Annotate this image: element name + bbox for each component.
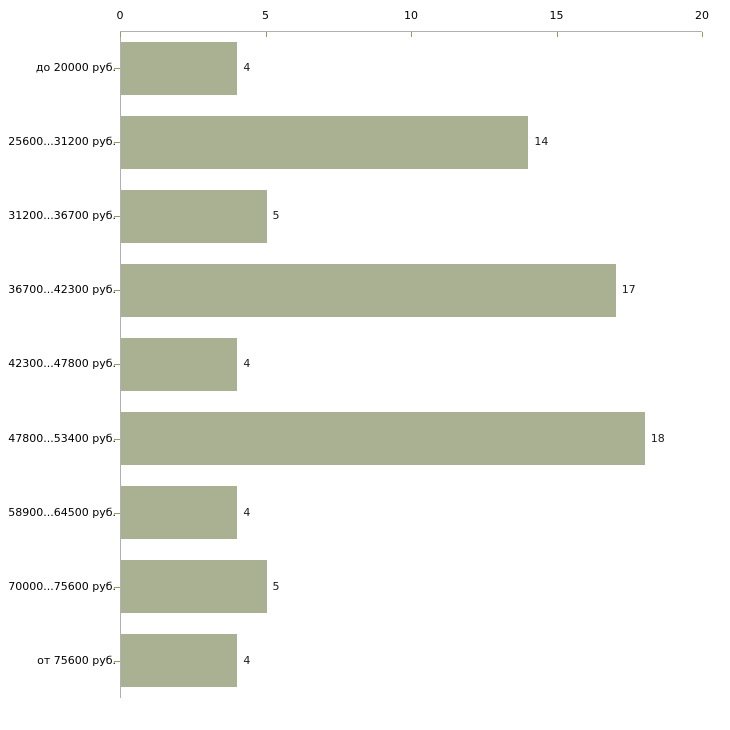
x-axis-tick-label: 5	[262, 9, 269, 22]
category-label: 70000...75600 руб.	[8, 579, 116, 593]
y-axis-tick	[114, 364, 120, 366]
y-axis-tick	[114, 586, 120, 588]
bar-value-label: 4	[243, 357, 251, 371]
bar-value-label: 4	[243, 505, 251, 519]
y-axis-tick	[114, 512, 120, 514]
category-label: 58900...64500 руб.	[8, 505, 116, 519]
category-label: до 20000 руб.	[35, 61, 116, 75]
bar-value-label: 17	[621, 283, 636, 297]
x-axis-tick-label: 10	[404, 9, 418, 22]
x-axis-tick	[556, 32, 558, 37]
bar[interactable]	[121, 337, 238, 391]
bar-value-label: 4	[243, 61, 251, 75]
bar[interactable]	[121, 560, 267, 614]
x-axis-tick-label: 15	[549, 9, 564, 22]
bar[interactable]	[121, 634, 238, 688]
y-axis-tick	[114, 142, 120, 144]
category-label: 31200...36700 руб.	[8, 209, 116, 223]
bar[interactable]	[121, 115, 529, 169]
y-axis-tick	[114, 290, 120, 292]
x-axis-tick	[702, 32, 703, 37]
bar-value-label: 5	[272, 209, 280, 223]
y-axis-tick	[114, 438, 120, 440]
x-axis-tick	[265, 32, 267, 37]
x-axis-tick-label: 20	[695, 9, 709, 22]
bar[interactable]	[121, 41, 238, 95]
category-label: 36700...42300 руб.	[8, 283, 116, 297]
bar[interactable]	[121, 412, 645, 466]
bar[interactable]	[121, 486, 238, 540]
y-axis-tick	[114, 216, 120, 218]
y-axis-tick	[114, 660, 120, 662]
category-label: от 75600 руб.	[37, 653, 116, 667]
bar-value-label: 4	[243, 653, 251, 667]
bar-value-label: 14	[534, 135, 549, 149]
x-axis-tick	[120, 32, 121, 37]
y-axis-tick	[114, 68, 120, 70]
category-label: 47800...53400 руб.	[8, 431, 116, 445]
x-axis-line	[120, 31, 702, 32]
bar-value-label: 5	[272, 579, 280, 593]
bar[interactable]	[121, 189, 267, 243]
category-label: 42300...47800 руб.	[8, 357, 116, 371]
category-label: 25600...31200 руб.	[8, 135, 116, 149]
bar-value-label: 18	[650, 431, 665, 445]
bar[interactable]	[121, 263, 616, 317]
y-axis-line	[120, 31, 121, 698]
x-axis-tick	[411, 32, 412, 37]
x-axis-tick-label: 0	[116, 9, 124, 22]
